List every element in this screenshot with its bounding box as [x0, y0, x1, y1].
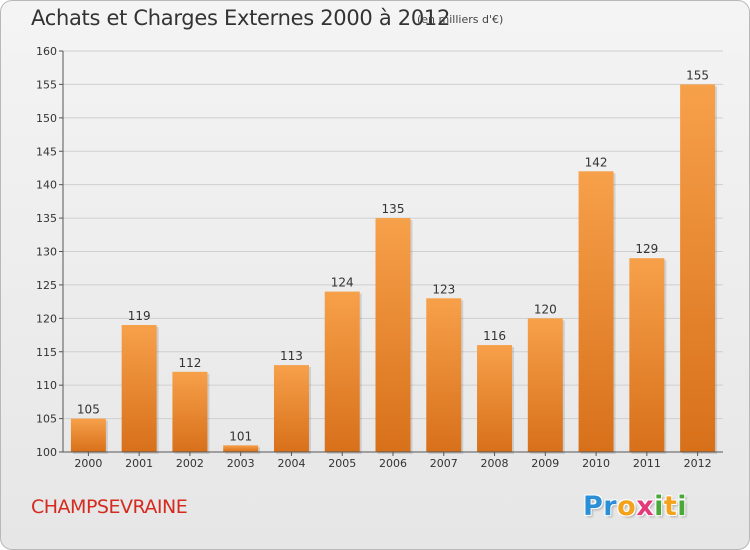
bars — [70, 84, 718, 455]
bar-value-label: 120 — [534, 302, 557, 316]
y-tick-label: 125 — [36, 279, 57, 292]
bar — [121, 325, 157, 452]
y-tick-label: 130 — [36, 246, 57, 259]
bar — [223, 445, 259, 452]
logo-letter: i — [677, 491, 688, 522]
logo-letter: i — [654, 491, 664, 522]
x-tick-label: 2005 — [328, 457, 356, 470]
bar-value-label: 155 — [686, 68, 709, 82]
logo-letter: x — [636, 491, 655, 522]
bar — [426, 298, 462, 452]
logo-letter: t — [663, 491, 678, 522]
y-tick-label: 135 — [36, 212, 57, 225]
y-tick-label: 105 — [36, 413, 57, 426]
y-tick-label: 100 — [36, 446, 57, 459]
logo-letter: P — [583, 491, 604, 522]
y-tick-label: 155 — [36, 78, 57, 91]
bar — [477, 345, 513, 452]
bar — [578, 171, 614, 453]
bar — [527, 318, 563, 452]
y-tick-label: 145 — [36, 145, 57, 158]
y-tick-label: 160 — [36, 45, 57, 58]
bar-value-label: 135 — [382, 202, 405, 216]
x-tick-label: 2008 — [481, 457, 509, 470]
x-tick-label: 2006 — [379, 457, 407, 470]
y-tick-label: 120 — [36, 312, 57, 325]
y-tick-label: 150 — [36, 112, 57, 125]
x-tick-label: 2003 — [227, 457, 255, 470]
x-tick-label: 2011 — [633, 457, 661, 470]
x-tick-label: 2010 — [582, 457, 610, 470]
logo-letter: o — [617, 491, 637, 522]
x-tick-label: 2007 — [430, 457, 458, 470]
chart-title: Achats et Charges Externes 2000 à 2012 — [31, 6, 451, 30]
y-tick-label: 110 — [36, 379, 57, 392]
bar — [629, 258, 665, 452]
bar-value-label: 142 — [585, 155, 608, 169]
bar — [324, 291, 360, 452]
bar-value-label: 113 — [280, 349, 303, 363]
bar-value-label: 129 — [635, 242, 658, 256]
proxiti-logo: Proxiti — [583, 491, 687, 522]
bar-value-label: 123 — [432, 282, 455, 296]
y-tick-label: 140 — [36, 179, 57, 192]
x-tick-label: 2012 — [684, 457, 712, 470]
x-tick-label: 2001 — [125, 457, 153, 470]
bar — [680, 84, 716, 453]
y-tick-label: 115 — [36, 346, 57, 359]
bar — [273, 365, 309, 452]
labels: 100 105 110 115 120 125 130 135 140 145 150 155 160 1… — [36, 45, 712, 470]
bar-value-label: 112 — [178, 356, 201, 370]
chart-unit: (en milliers d'€) — [417, 13, 504, 26]
commune-name: CHAMPSEVRAINE — [31, 496, 188, 518]
x-tick-label: 2002 — [176, 457, 204, 470]
x-tick-label: 2009 — [531, 457, 559, 470]
x-tick-label: 2000 — [74, 457, 102, 470]
bar-value-label: 119 — [128, 309, 151, 323]
bar-value-label: 105 — [77, 403, 100, 417]
bar — [172, 371, 208, 452]
bar — [70, 418, 106, 452]
bar-value-label: 101 — [229, 429, 252, 443]
bar — [375, 218, 411, 452]
bar-value-label: 116 — [483, 329, 506, 343]
axes — [59, 50, 723, 456]
bar-value-label: 124 — [331, 276, 354, 290]
x-tick-label: 2004 — [277, 457, 305, 470]
logo-letter: r — [603, 491, 618, 522]
